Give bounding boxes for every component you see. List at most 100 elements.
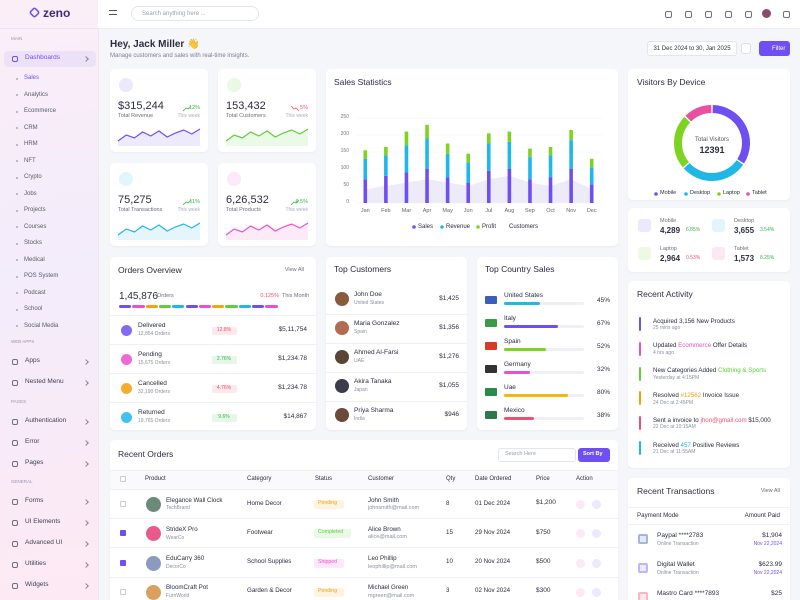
search-placeholder[interactable]: Search Here bbox=[505, 450, 536, 457]
legend-label[interactable]: Mobile bbox=[660, 189, 677, 196]
sidebar-subitem[interactable]: CRM bbox=[24, 124, 38, 131]
category: Home Decor bbox=[247, 499, 282, 507]
divider bbox=[628, 524, 790, 525]
view-button[interactable] bbox=[592, 587, 601, 597]
sidebar-item[interactable]: Error bbox=[25, 437, 40, 445]
sidebar-item[interactable]: Widgets bbox=[25, 581, 49, 589]
bar bbox=[404, 131, 409, 146]
progress-segment bbox=[212, 305, 225, 308]
sidebar-item[interactable]: Dashboards bbox=[25, 53, 61, 61]
sidebar-item[interactable]: Nested Menu bbox=[25, 378, 64, 386]
checkbox[interactable] bbox=[120, 559, 126, 566]
sidebar-subitem[interactable]: Analytics bbox=[24, 91, 49, 98]
customer-avatar bbox=[335, 408, 349, 422]
sidebar-subitem[interactable]: School bbox=[24, 306, 43, 313]
edit-button[interactable] bbox=[576, 587, 585, 597]
status: Pending bbox=[318, 588, 338, 595]
amount: $623.99 bbox=[758, 561, 783, 569]
order-status: Delivered bbox=[138, 322, 166, 330]
sparkline bbox=[225, 222, 309, 236]
order-change: 2.76% bbox=[216, 356, 232, 363]
sidebar-subitem[interactable]: Jobs bbox=[24, 190, 37, 197]
sidebar-subitem[interactable]: Medical bbox=[24, 256, 45, 263]
view-button[interactable] bbox=[592, 558, 601, 568]
date-range[interactable]: 31 Dec 2024 to 30, Jan 2025 bbox=[653, 45, 731, 52]
checkbox[interactable] bbox=[120, 530, 126, 537]
search-placeholder[interactable]: Search anything here ... bbox=[142, 10, 206, 17]
bar bbox=[384, 175, 388, 203]
header-icon bbox=[685, 11, 692, 18]
sidebar-subitem[interactable]: Projects bbox=[24, 207, 46, 214]
x-tick-label: May bbox=[442, 207, 453, 214]
sidebar-item[interactable]: Authentication bbox=[25, 416, 67, 424]
card bbox=[628, 478, 790, 600]
filter-button bbox=[759, 41, 790, 56]
activity-part: Positive Reviews bbox=[690, 441, 740, 449]
sidebar-subitem[interactable]: Courses bbox=[24, 223, 47, 230]
progress-segment bbox=[185, 305, 198, 308]
search-box[interactable] bbox=[498, 448, 576, 462]
bar bbox=[528, 157, 532, 180]
sidebar-subitem[interactable]: Social Media bbox=[24, 322, 59, 329]
country-percent: 52% bbox=[596, 343, 610, 351]
activity-part: New Categories Added bbox=[653, 367, 719, 375]
column-header: Payment Mode bbox=[637, 511, 679, 519]
sort-label[interactable]: Sort By bbox=[583, 450, 603, 457]
view-button[interactable] bbox=[592, 500, 601, 509]
edit-button[interactable] bbox=[576, 558, 585, 568]
x-tick-label: Dec bbox=[586, 207, 597, 214]
filter-label[interactable]: Filter bbox=[772, 45, 786, 52]
sidebar-subitem[interactable]: Crypto bbox=[24, 174, 42, 181]
sidebar-subitem[interactable]: Ecommerce bbox=[24, 108, 57, 115]
card-title: Top Country Sales bbox=[485, 264, 555, 275]
sidebar-item[interactable]: Advanced UI bbox=[25, 539, 63, 547]
view-button[interactable] bbox=[592, 529, 601, 539]
sidebar-item[interactable]: UI Elements bbox=[25, 518, 61, 526]
search-box[interactable] bbox=[131, 6, 259, 21]
legend-label[interactable]: Desktop bbox=[690, 189, 711, 196]
donut-center-label: Total Visitors bbox=[695, 136, 729, 143]
sidebar-subitem[interactable]: Podcast bbox=[24, 289, 46, 296]
flag bbox=[485, 388, 497, 396]
sidebar-item[interactable]: Forms bbox=[25, 497, 44, 505]
qty: 8 bbox=[446, 499, 450, 507]
legend-label[interactable]: Tablet bbox=[752, 189, 767, 196]
view-all[interactable]: View All bbox=[760, 487, 780, 494]
product-brand: DecorCo bbox=[166, 563, 186, 570]
sidebar-icon bbox=[12, 359, 18, 365]
order-count: 12,854 Orders bbox=[138, 331, 170, 338]
sidebar-subitem[interactable]: HRM bbox=[24, 141, 38, 148]
legend-label[interactable]: Customers bbox=[509, 223, 539, 230]
activity-time: 24 Dec at 2:45PM bbox=[653, 399, 694, 406]
sidebar-subitem[interactable]: Sales bbox=[24, 75, 40, 82]
sidebar-subitem[interactable]: Stocks bbox=[24, 240, 43, 247]
header-icon bbox=[665, 11, 672, 18]
edit-button[interactable] bbox=[576, 529, 585, 539]
sidebar-subitem[interactable]: NFT bbox=[24, 157, 36, 164]
legend-label[interactable]: Revenue bbox=[446, 223, 471, 230]
qty: 3 bbox=[446, 587, 450, 595]
view-all[interactable]: View All bbox=[284, 266, 304, 273]
sidebar-item[interactable]: Utilities bbox=[25, 560, 46, 568]
trend-arrow bbox=[290, 199, 300, 206]
orders-total: 1,45,876 bbox=[119, 290, 158, 302]
customer-country: United States bbox=[354, 300, 385, 307]
donut-segment bbox=[712, 105, 750, 164]
sidebar-item[interactable]: Apps bbox=[25, 357, 40, 365]
bar bbox=[528, 179, 532, 203]
checkbox[interactable] bbox=[120, 501, 126, 507]
edit-button[interactable] bbox=[576, 500, 585, 509]
sidebar-item[interactable]: Pages bbox=[25, 458, 44, 466]
legend-label[interactable]: Sales bbox=[418, 223, 434, 230]
product-name: BloomCraft Pot bbox=[166, 584, 208, 592]
header-icon bbox=[705, 11, 712, 18]
order-status: Returned bbox=[138, 409, 165, 417]
legend-label[interactable]: Laptop bbox=[723, 189, 740, 196]
stat-change: 11% bbox=[189, 198, 200, 205]
country-name: Uae bbox=[504, 384, 516, 392]
sidebar-subitem[interactable]: POS System bbox=[24, 273, 59, 280]
legend-label[interactable]: Profit bbox=[482, 223, 497, 230]
bar bbox=[486, 133, 491, 144]
checkbox[interactable] bbox=[120, 588, 126, 595]
bar bbox=[589, 167, 594, 185]
